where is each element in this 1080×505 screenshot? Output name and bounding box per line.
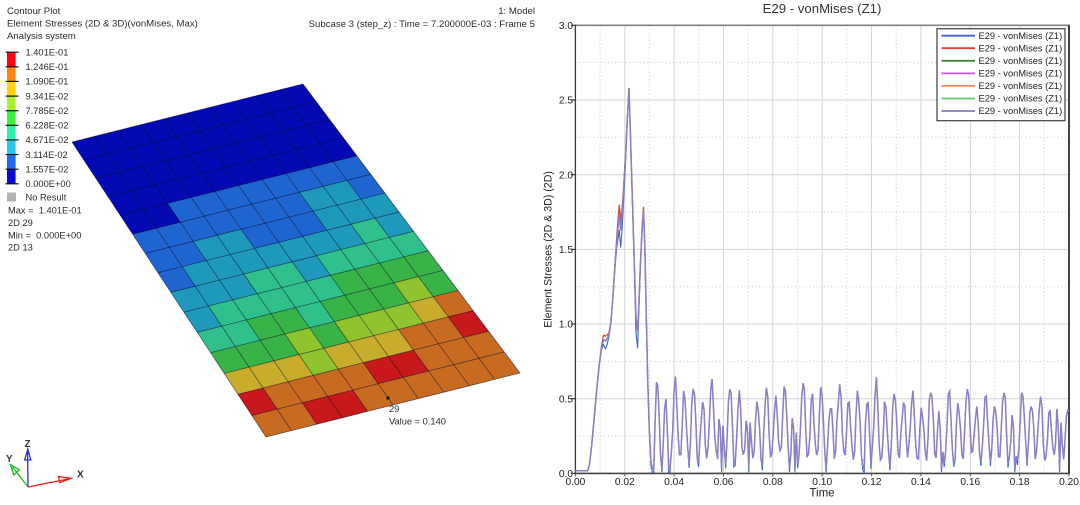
svg-text:0.04: 0.04 (664, 477, 684, 488)
svg-text:1.090E-01: 1.090E-01 (26, 77, 69, 87)
svg-text:Time: Time (809, 488, 834, 500)
svg-text:E29 - vonMises (Z1): E29 - vonMises (Z1) (763, 1, 882, 16)
svg-text:0.12: 0.12 (862, 477, 882, 488)
svg-text:9.341E-02: 9.341E-02 (26, 91, 69, 101)
svg-text:Z: Z (25, 439, 31, 450)
svg-text:2.0: 2.0 (559, 170, 573, 181)
svg-text:0.02: 0.02 (615, 477, 635, 488)
svg-text:1: Model: 1: Model (498, 6, 535, 17)
svg-text:0.20: 0.20 (1059, 477, 1079, 488)
svg-text:No Result: No Result (26, 193, 67, 203)
svg-text:Contour Plot: Contour Plot (7, 6, 61, 17)
svg-text:0.14: 0.14 (911, 477, 931, 488)
svg-text:E29 - vonMises (Z1): E29 - vonMises (Z1) (979, 31, 1063, 41)
svg-text:Y: Y (6, 454, 13, 465)
svg-text:E29 - vonMises (Z1): E29 - vonMises (Z1) (979, 69, 1063, 79)
svg-text:Subcase 3 (step_z) : Time = 7.: Subcase 3 (step_z) : Time = 7.200000E-03… (309, 19, 535, 30)
svg-text:2.5: 2.5 (559, 96, 573, 107)
svg-text:3.0: 3.0 (559, 21, 573, 32)
svg-text:E29 - vonMises (Z1): E29 - vonMises (Z1) (979, 94, 1063, 104)
svg-text:1.401E-01: 1.401E-01 (26, 48, 69, 58)
svg-text:1.5: 1.5 (559, 245, 573, 256)
svg-text:E29 - vonMises (Z1): E29 - vonMises (Z1) (979, 44, 1063, 54)
svg-text:29: 29 (389, 404, 399, 414)
svg-text:Min = 0.000E+00: Min = 0.000E+00 (8, 230, 81, 240)
svg-text:2D 13: 2D 13 (8, 243, 33, 253)
svg-text:0.5: 0.5 (559, 394, 573, 405)
svg-text:0.06: 0.06 (714, 477, 734, 488)
svg-text:0.08: 0.08 (763, 477, 783, 488)
svg-text:0.00: 0.00 (565, 477, 585, 488)
svg-text:4.671E-02: 4.671E-02 (26, 135, 69, 145)
svg-text:1.0: 1.0 (559, 320, 573, 331)
svg-text:X: X (77, 470, 84, 481)
svg-text:0.18: 0.18 (1010, 477, 1030, 488)
svg-text:0.0: 0.0 (559, 469, 573, 480)
svg-text:7.785E-02: 7.785E-02 (26, 106, 69, 116)
svg-text:6.228E-02: 6.228E-02 (26, 121, 69, 131)
svg-text:2D 29: 2D 29 (8, 218, 33, 228)
svg-text:Element Stresses (2D & 3D)(von: Element Stresses (2D & 3D)(vonMises, Max… (7, 19, 198, 30)
svg-text:E29 - vonMises (Z1): E29 - vonMises (Z1) (979, 81, 1063, 91)
svg-text:0.16: 0.16 (960, 477, 980, 488)
svg-text:1.246E-01: 1.246E-01 (26, 62, 69, 72)
svg-text:Element Stresses (2D & 3D) (2D: Element Stresses (2D & 3D) (2D) (543, 171, 555, 328)
svg-text:0.000E+00: 0.000E+00 (26, 179, 71, 189)
svg-text:E29 - vonMises (Z1): E29 - vonMises (Z1) (979, 106, 1063, 116)
svg-text:0.10: 0.10 (812, 477, 832, 488)
svg-text:3.114E-02: 3.114E-02 (26, 150, 68, 160)
svg-text:Analysis system: Analysis system (7, 31, 76, 42)
svg-text:1.557E-02: 1.557E-02 (26, 165, 69, 175)
svg-text:E29 - vonMises (Z1): E29 - vonMises (Z1) (979, 56, 1063, 66)
svg-text:Value = 0.140: Value = 0.140 (389, 417, 446, 427)
svg-text:Max = 1.401E-01: Max = 1.401E-01 (8, 206, 82, 216)
